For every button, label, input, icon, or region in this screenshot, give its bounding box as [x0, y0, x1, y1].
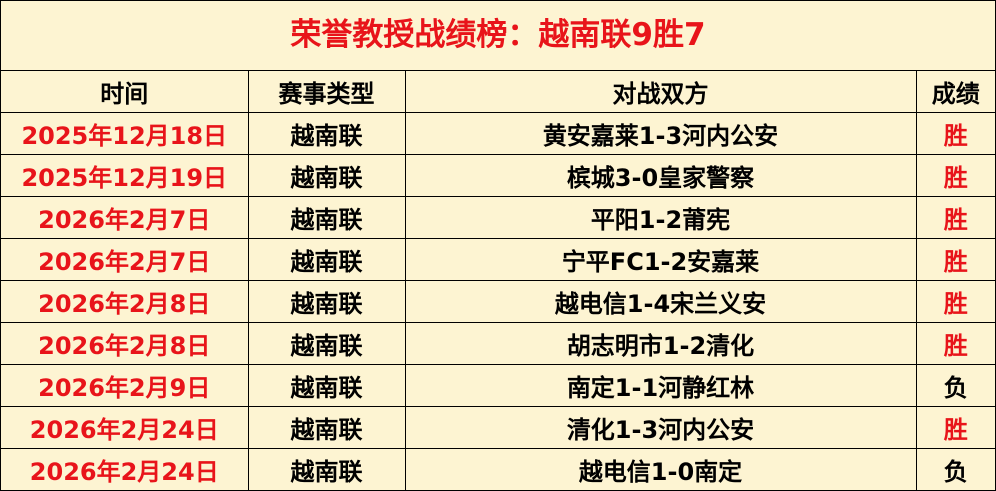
table-row: 2025年12月18日 越南联 黄安嘉莱1-3河内公安胜 — [1, 112, 995, 155]
date-cell: 2026年2月7日 — [1, 238, 249, 281]
date-cell: 2026年2月8日 — [1, 280, 249, 323]
result-cell: 胜 — [915, 238, 995, 281]
league-cell: 越南联 — [247, 322, 406, 365]
league-cell: 越南联 — [247, 238, 406, 281]
league-cell: 越南联 — [247, 154, 406, 197]
league-cell: 越南联 — [247, 280, 406, 323]
date-cell: 2026年2月8日 — [1, 322, 249, 365]
result-cell: 胜 — [915, 154, 995, 197]
match-cell: 槟城3-0皇家警察 — [404, 154, 917, 197]
result-cell: 胜 — [915, 112, 995, 155]
column-header: 对战双方 — [404, 71, 917, 113]
match-cell: 平阳1-2莆宪 — [404, 196, 917, 239]
column-header: 赛事类型 — [247, 71, 406, 113]
column-header: 成绩 — [915, 71, 995, 113]
match-cell: 越电信1-4宋兰义安 — [404, 280, 917, 323]
match-cell: 黄安嘉莱1-3河内公安 — [404, 112, 917, 155]
league-cell: 越南联 — [247, 112, 406, 155]
result-cell: 胜 — [915, 280, 995, 323]
table-row: 2026年2月7日 越南联 宁平FC1-2安嘉莱胜 — [1, 238, 995, 281]
table-row: 2026年2月9日 越南联 南定1-1河静红林负 — [1, 364, 995, 407]
match-cell: 越电信1-0南定 — [404, 448, 917, 490]
date-cell: 2026年2月24日 — [1, 448, 249, 490]
league-cell: 越南联 — [247, 364, 406, 407]
record-table: 时间 赛事类型 对战双方 成绩 2025年12月18日 越南联 黄安嘉莱1-3河内公… — [1, 71, 995, 490]
table-row: 2026年2月7日 越南联 平阳1-2莆宪胜 — [1, 196, 995, 239]
header-row: 时间 赛事类型 对战双方 成绩 — [1, 71, 995, 113]
date-cell: 2025年12月18日 — [1, 112, 249, 155]
table-row: 2026年2月8日 越南联 越电信1-4宋兰义安胜 — [1, 280, 995, 323]
result-cell: 负 — [915, 364, 995, 407]
match-cell: 宁平FC1-2安嘉莱 — [404, 238, 917, 281]
result-cell: 胜 — [915, 322, 995, 365]
title: 荣誉教授战绩榜：越南联9胜7 — [1, 1, 995, 71]
table-row: 2025年12月19日 越南联 槟城3-0皇家警察胜 — [1, 154, 995, 197]
date-cell: 2026年2月24日 — [1, 406, 249, 449]
table-row: 2026年2月24日 越南联 越电信1-0南定负 — [1, 448, 995, 490]
match-cell: 清化1-3河内公安 — [404, 406, 917, 449]
league-cell: 越南联 — [247, 406, 406, 449]
league-cell: 越南联 — [247, 448, 406, 490]
date-cell: 2026年2月7日 — [1, 196, 249, 239]
column-header: 时间 — [1, 71, 249, 113]
result-cell: 胜 — [915, 406, 995, 449]
date-cell: 2026年2月9日 — [1, 364, 249, 407]
result-cell: 负 — [915, 448, 995, 490]
league-cell: 越南联 — [247, 196, 406, 239]
match-cell: 胡志明市1-2清化 — [404, 322, 917, 365]
table-row: 2026年2月24日 越南联 清化1-3河内公安胜 — [1, 406, 995, 449]
match-cell: 南定1-1河静红林 — [404, 364, 917, 407]
result-cell: 胜 — [915, 196, 995, 239]
table-row: 2026年2月8日 越南联 胡志明市1-2清化胜 — [1, 322, 995, 365]
date-cell: 2025年12月19日 — [1, 154, 249, 197]
